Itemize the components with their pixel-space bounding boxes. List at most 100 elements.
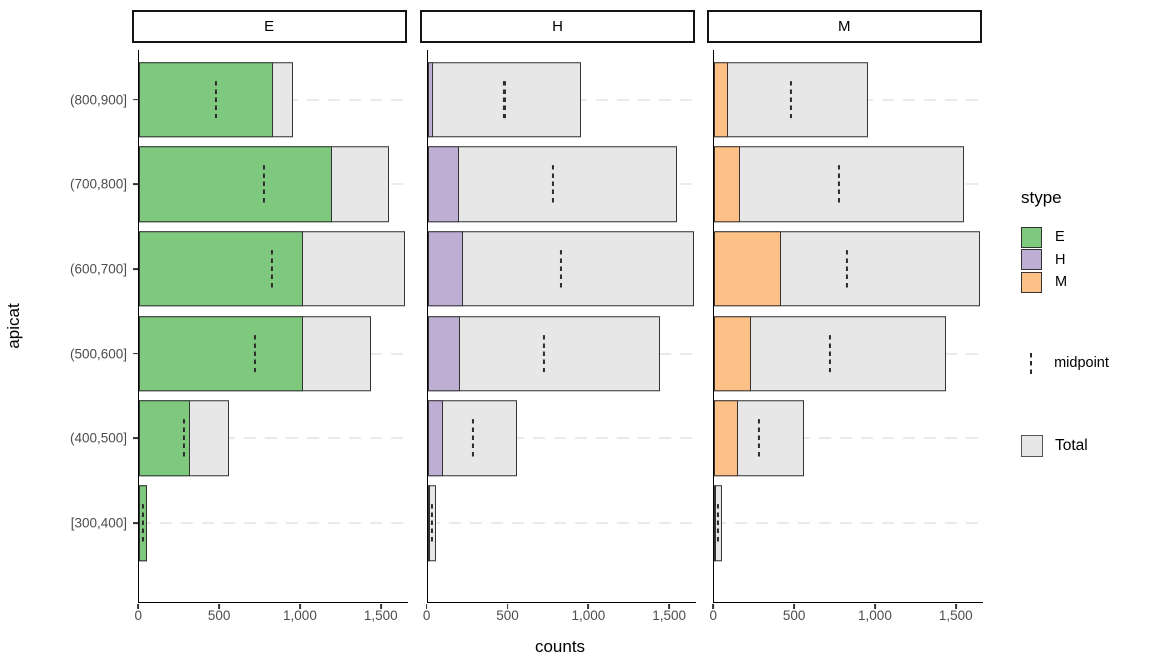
y-axis-label: (500,600] <box>69 346 127 362</box>
stype-bar-M <box>714 146 741 222</box>
x-axis-tick <box>299 604 301 609</box>
midpoint-line <box>790 80 793 119</box>
midpoint-line <box>503 80 506 119</box>
stype-bar-E <box>139 61 274 138</box>
y-axis-label: (400,500] <box>69 430 127 446</box>
y-axis-tick <box>132 98 138 101</box>
midpoint-line <box>430 504 433 542</box>
midpoint-line <box>829 334 832 373</box>
midpoint-dash-icon <box>1030 352 1033 374</box>
total-swatch-icon <box>1021 435 1043 457</box>
facet-strip-label: H <box>552 18 564 35</box>
midpoint-line <box>471 419 474 458</box>
x-axis-tick <box>793 604 796 609</box>
stype-bar-H <box>427 61 434 138</box>
y-axis-label: (700,800] <box>69 176 127 192</box>
panel-H <box>426 50 696 603</box>
x-axis-tick <box>712 604 715 609</box>
y-axis-title: apicat <box>4 303 23 349</box>
legend-total-entry: Total <box>1021 435 1088 457</box>
x-axis-tick <box>954 604 957 609</box>
x-tick-label: 500 <box>782 608 806 623</box>
legend-entry-label: E <box>1055 229 1065 245</box>
y-axis-tick <box>132 267 138 270</box>
stype-bar-E <box>139 315 303 392</box>
stype-bar-H <box>427 146 460 222</box>
grid-line <box>139 437 408 440</box>
x-tick-label: 1,500 <box>363 608 398 623</box>
x-tick-label: 1,000 <box>858 608 892 623</box>
midpoint-line <box>271 250 274 288</box>
x-tick-label: 500 <box>496 608 519 623</box>
x-axis-tick <box>587 604 590 609</box>
legend-entry-e: E <box>1021 226 1065 248</box>
legend-swatch-m <box>1021 271 1042 293</box>
x-tick-label: 500 <box>207 608 231 623</box>
x-axis-tick <box>425 604 428 609</box>
stype-bar-M <box>714 315 751 392</box>
stype-bar-M <box>714 400 738 477</box>
x-axis-tick <box>668 604 671 609</box>
stype-bar-H <box>427 485 430 561</box>
stype-bar-H <box>427 315 461 392</box>
midpoint-line <box>142 504 145 542</box>
legend-swatch-e <box>1021 226 1042 248</box>
grid-line <box>427 437 696 440</box>
x-tick-label: 0 <box>422 608 431 623</box>
midpoint-line <box>215 80 218 119</box>
x-tick-label: 0 <box>709 608 718 623</box>
midpoint-line <box>263 165 266 204</box>
x-tick-label: 1,000 <box>571 608 606 623</box>
legend-midpoint-entry: midpoint <box>1021 352 1109 374</box>
y-axis-label: [300,400] <box>70 515 127 531</box>
midpoint-line <box>846 250 849 288</box>
stype-bar-M <box>714 231 781 307</box>
y-axis-tick <box>132 437 138 440</box>
x-axis-tick <box>218 604 221 609</box>
legend-midpoint-label: midpoint <box>1054 355 1109 371</box>
facet-strip: H <box>420 10 696 43</box>
legend-swatch-h <box>1021 249 1042 270</box>
legend-entry-h: H <box>1021 249 1065 271</box>
facet-strip-label: E <box>264 18 275 35</box>
midpoint-line <box>551 165 554 204</box>
stype-bar-H <box>427 400 444 477</box>
legend-title: stype <box>1021 188 1062 207</box>
x-axis-tick <box>379 604 382 609</box>
x-axis-tick <box>137 604 140 609</box>
midpoint-line <box>183 419 186 458</box>
y-axis-tick <box>132 352 138 355</box>
x-tick-label: 0 <box>134 608 143 623</box>
legend-total-label: Total <box>1055 437 1088 454</box>
stype-bar-M <box>714 61 729 138</box>
stype-bar-E <box>139 146 332 222</box>
stype-bar-E <box>139 400 191 477</box>
y-axis-tick <box>132 183 138 186</box>
grid-line <box>427 522 696 524</box>
midpoint-line <box>838 165 841 204</box>
stype-bar-M <box>714 485 717 561</box>
x-axis-tick <box>874 604 876 609</box>
x-tick-label: 1,500 <box>938 608 973 623</box>
legend-entry-label: M <box>1055 274 1068 290</box>
legend-entry-label: H <box>1055 251 1066 268</box>
grid-line <box>139 522 408 524</box>
x-tick-label: 1,500 <box>652 608 687 623</box>
y-axis-label: (600,700] <box>69 261 127 277</box>
y-axis-tick <box>132 522 138 524</box>
midpoint-line <box>254 334 257 373</box>
grid-line <box>714 437 983 440</box>
midpoint-line <box>542 334 545 373</box>
midpoint-line <box>717 504 720 542</box>
facet-strip: E <box>131 10 407 43</box>
legend-entry-m: M <box>1021 271 1067 293</box>
x-tick-label: 1,000 <box>283 608 317 623</box>
stype-bar-H <box>427 231 464 307</box>
facet-strip-label: M <box>837 18 851 35</box>
x-axis-tick <box>506 604 509 609</box>
midpoint-line <box>559 250 562 288</box>
grid-line <box>714 522 983 524</box>
panel-E <box>138 50 408 603</box>
panel-M <box>713 50 983 603</box>
